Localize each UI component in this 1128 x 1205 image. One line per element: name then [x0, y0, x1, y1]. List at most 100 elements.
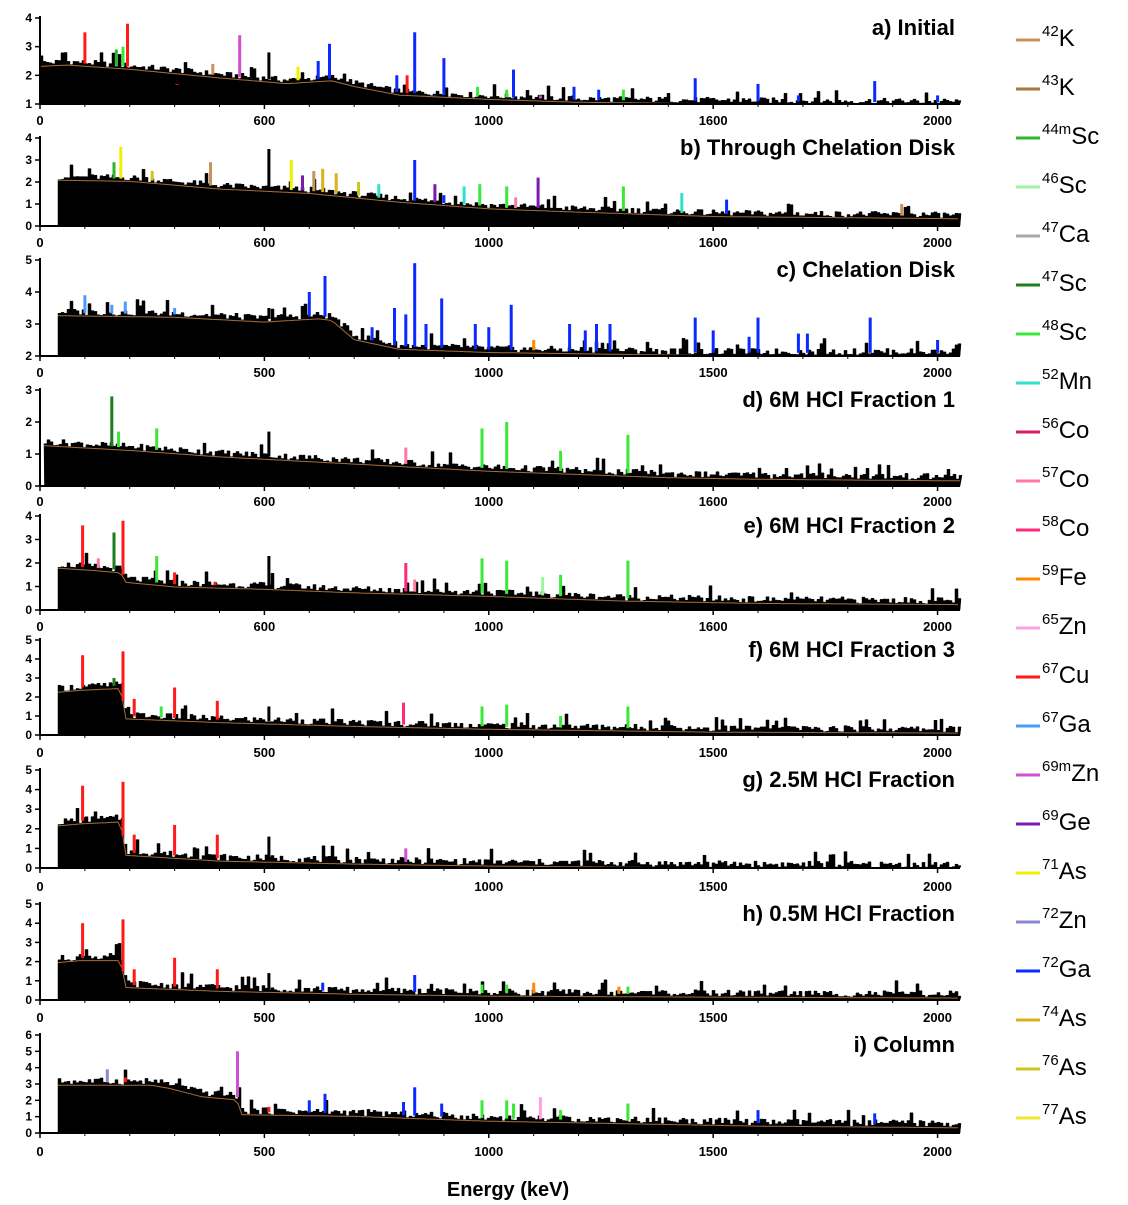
legend-entry: 72Ga — [1016, 954, 1091, 983]
peak-marker — [559, 1110, 563, 1120]
legend-label: 76As — [1042, 1052, 1087, 1081]
peak-marker — [404, 848, 408, 862]
legend-element: Zn — [1059, 907, 1087, 934]
legend-entry: 72Zn — [1016, 905, 1087, 934]
x-tick-label: 2000 — [923, 235, 952, 250]
peak-marker — [559, 450, 563, 471]
legend-element: As — [1059, 858, 1087, 885]
peak-marker — [476, 86, 480, 97]
peak-marker — [267, 556, 271, 587]
peak-marker — [413, 1087, 417, 1116]
x-tick-label: 500 — [254, 879, 276, 894]
peak-marker — [514, 197, 518, 208]
panel-title: i) Column — [854, 1032, 955, 1057]
peak-marker — [121, 919, 125, 972]
spectrum-panel: 0 1 2 3 4 5 6 0 500 1000 1500 2000 i) Column — [25, 1028, 962, 1159]
panel-title: g) 2.5M HCl Fraction — [742, 767, 955, 792]
peak-marker — [267, 149, 271, 189]
spectrum-panel: 0 1 2 3 4 0 600 1000 1600 2000 e) 6M HCl Fraction … — [25, 509, 962, 634]
legend-element: Ge — [1059, 809, 1091, 836]
peak-marker — [480, 984, 484, 994]
x-tick-label: 1000 — [474, 113, 503, 128]
legend-mass-number: 59 — [1042, 562, 1059, 579]
peak-marker — [267, 308, 271, 319]
y-tick-label: 2 — [25, 68, 32, 82]
y-tick-label: 0 — [25, 1126, 32, 1140]
peak-marker — [215, 969, 219, 989]
peak-marker — [805, 333, 809, 353]
legend-entry: 67Cu — [1016, 660, 1089, 689]
peak-marker — [505, 89, 509, 98]
x-tick-label: 2000 — [923, 113, 952, 128]
peak-marker — [121, 46, 125, 67]
x-tick-label: 2000 — [923, 365, 952, 380]
peak-marker — [236, 1051, 239, 1097]
peak-marker — [267, 52, 271, 80]
peak-marker — [321, 982, 325, 991]
peak-marker — [312, 171, 316, 192]
peak-marker — [595, 324, 598, 352]
legend-label: 69Ge — [1042, 807, 1091, 836]
x-tick-label: 1000 — [474, 365, 503, 380]
legend-element: Ga — [1059, 956, 1092, 983]
peak-marker — [747, 336, 751, 353]
legend-mass-number: 47 — [1042, 219, 1059, 236]
legend-label: 56Co — [1042, 415, 1089, 444]
peak-marker — [583, 330, 587, 351]
x-tick-label: 500 — [254, 365, 276, 380]
peak-marker — [936, 340, 940, 353]
peak-marker — [83, 295, 87, 314]
y-tick-label: 1 — [25, 1110, 32, 1124]
legend-entry: 47Sc — [1016, 268, 1087, 297]
legend-mass-number: 46 — [1042, 170, 1059, 187]
peak-marker — [559, 716, 563, 728]
y-tick-label: 2 — [25, 822, 32, 836]
y-tick-label: 3 — [25, 533, 32, 547]
peak-marker — [608, 324, 612, 352]
x-axis-label: Energy (keV) — [447, 1179, 569, 1201]
legend-element: K — [1059, 25, 1075, 52]
peak-marker — [621, 186, 625, 211]
legend-mass-number: 48 — [1042, 317, 1059, 334]
legend-element: Ga — [1059, 711, 1092, 738]
y-tick-label: 3 — [25, 153, 32, 167]
x-tick-label: 0 — [36, 745, 43, 760]
legend-element: Cu — [1059, 662, 1090, 689]
peak-marker — [487, 327, 491, 350]
legend-element: As — [1059, 1054, 1087, 1081]
peak-marker — [121, 781, 125, 836]
panel-title: b) Through Chelation Disk — [680, 135, 956, 160]
legend-entry: 44mSc — [1016, 121, 1099, 150]
legend-mass-number: 57 — [1042, 464, 1059, 481]
peak-marker — [334, 173, 338, 194]
peak-marker — [404, 447, 408, 464]
peak-marker — [532, 982, 536, 994]
x-tick-label: 1000 — [474, 235, 503, 250]
x-tick-label: 2000 — [923, 619, 952, 634]
legend-element: Sc — [1059, 172, 1087, 199]
background-fit-line — [57, 688, 958, 734]
legend: 42K43K44mSc46Sc47Ca47Sc48Sc52Mn56Co57Co5… — [1016, 23, 1099, 1130]
spectrum-panel: 0 1 2 3 4 5 0 500 1000 1500 2000 f) 6M HCl Fraction… — [25, 633, 962, 760]
peak-marker — [215, 700, 219, 720]
peak-marker — [132, 834, 136, 853]
peak-marker — [424, 324, 428, 348]
peak-marker — [405, 75, 409, 93]
peak-marker — [711, 330, 715, 353]
peak-marker — [626, 434, 630, 474]
legend-mass-number: 47 — [1042, 268, 1059, 285]
legend-entry: 43K — [1016, 72, 1075, 101]
peak-marker — [509, 304, 513, 350]
x-tick-label: 1000 — [474, 745, 503, 760]
peak-marker — [505, 422, 509, 469]
x-tick-label: 0 — [36, 365, 43, 380]
legend-mass-number: 44m — [1042, 121, 1071, 138]
peak-marker — [873, 1113, 877, 1125]
legend-entry: 47Ca — [1016, 219, 1090, 248]
peak-marker — [626, 706, 630, 729]
y-tick-label: 5 — [25, 633, 32, 647]
peak-marker — [538, 95, 542, 99]
legend-entry: 69mZn — [1016, 758, 1099, 787]
peak-marker — [756, 317, 760, 353]
y-tick-label: 5 — [25, 1044, 32, 1058]
